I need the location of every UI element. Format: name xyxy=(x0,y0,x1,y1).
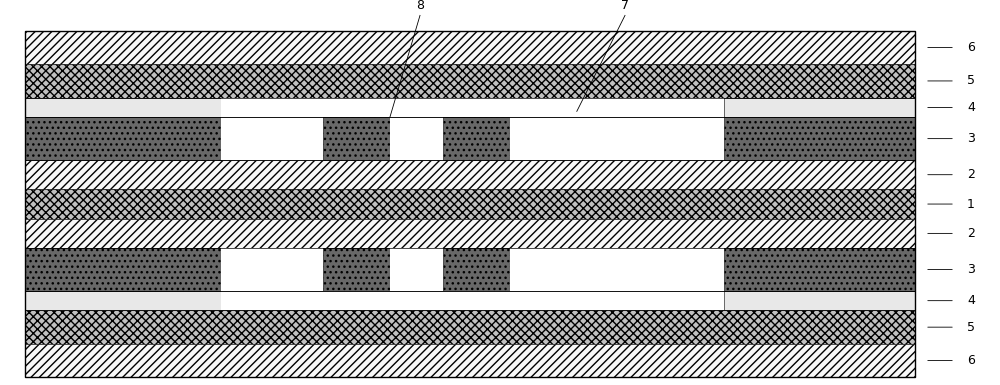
Bar xyxy=(390,248,443,291)
Bar xyxy=(25,64,915,98)
Bar xyxy=(25,31,915,377)
Bar xyxy=(443,117,510,160)
Text: 6: 6 xyxy=(967,354,975,367)
Bar xyxy=(221,248,323,291)
Bar xyxy=(724,291,915,310)
Bar xyxy=(724,248,915,291)
Text: 3: 3 xyxy=(967,263,975,276)
Bar xyxy=(25,98,915,117)
Bar xyxy=(25,117,915,160)
Bar xyxy=(510,117,724,160)
Text: 8: 8 xyxy=(416,0,424,12)
Text: 5: 5 xyxy=(967,74,975,87)
Bar xyxy=(510,248,724,291)
Text: 4: 4 xyxy=(967,101,975,114)
Bar xyxy=(221,98,724,117)
Bar xyxy=(25,189,915,219)
Bar xyxy=(724,117,915,160)
Text: 3: 3 xyxy=(967,132,975,145)
Bar xyxy=(323,117,390,160)
Bar xyxy=(25,31,915,64)
Text: 4: 4 xyxy=(967,294,975,307)
Bar xyxy=(221,291,724,310)
Bar xyxy=(25,291,221,310)
Bar xyxy=(25,310,915,344)
Bar xyxy=(25,219,915,248)
Text: 1: 1 xyxy=(967,198,975,211)
Text: 6: 6 xyxy=(967,41,975,54)
Text: 5: 5 xyxy=(967,321,975,334)
Bar xyxy=(724,98,915,117)
Bar xyxy=(25,98,221,117)
Bar xyxy=(221,117,323,160)
Bar xyxy=(25,344,915,377)
Bar xyxy=(443,248,510,291)
Text: 7: 7 xyxy=(621,0,629,12)
Bar xyxy=(323,248,390,291)
Text: 2: 2 xyxy=(967,227,975,240)
Bar xyxy=(25,117,221,160)
Text: 2: 2 xyxy=(967,168,975,181)
Bar xyxy=(25,248,221,291)
Bar xyxy=(25,248,915,291)
Bar xyxy=(25,160,915,189)
Bar xyxy=(390,117,443,160)
